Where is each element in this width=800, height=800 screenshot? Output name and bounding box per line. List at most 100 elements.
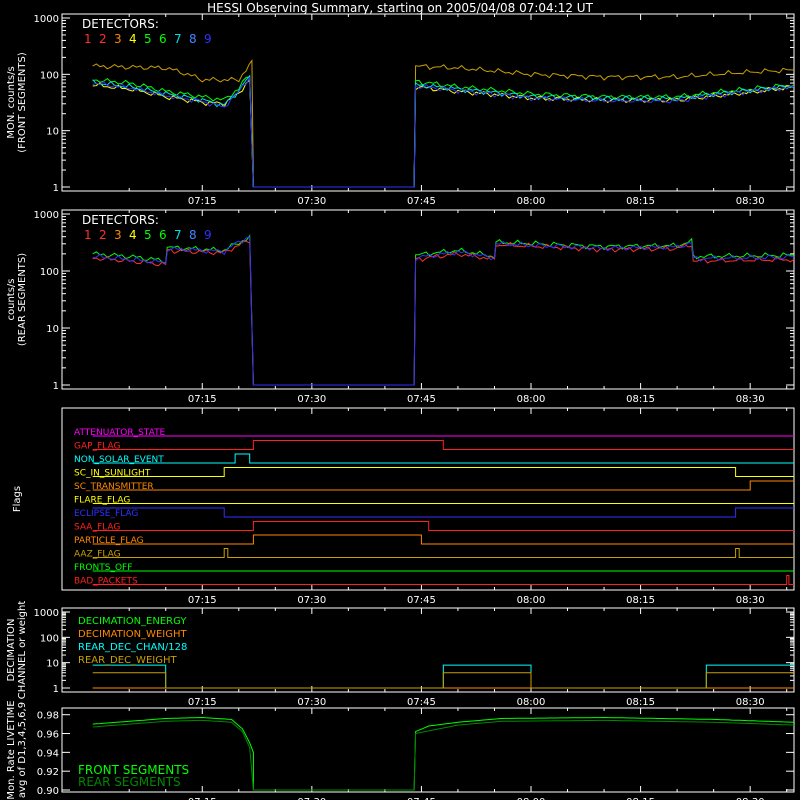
x-tick-label: 08:15: [626, 595, 655, 606]
y-axis-label-2: (FRONT SEGMENTS): [17, 52, 28, 153]
flag-label: BAD_PACKETS: [74, 577, 138, 587]
y-axis-label: Flags: [12, 486, 23, 512]
y-tick-label: 10: [46, 324, 59, 335]
y-axis-label-2: (REAR SEGMENTS): [17, 253, 28, 346]
series-line: [92, 672, 794, 689]
legend-item: REAR_DEC_CHAN/128: [78, 642, 187, 653]
y-tick-label: 10: [46, 127, 59, 138]
flag-label: SAA_FLAG: [74, 523, 120, 533]
legend-title: DETECTORS:: [82, 17, 159, 31]
flag-label: ATTENUATOR_STATE: [74, 428, 166, 438]
x-tick-label: 08:00: [517, 196, 546, 207]
flag-line: [92, 440, 794, 450]
flag-line: [92, 534, 794, 545]
x-tick-label: 07:45: [407, 697, 436, 708]
x-tick-label: 07:45: [407, 196, 436, 207]
legend-item: 9: [204, 32, 212, 46]
series-line: [92, 716, 795, 791]
legend-item: 8: [189, 228, 197, 242]
legend-item: 5: [144, 228, 152, 242]
x-tick-label: 07:15: [188, 797, 217, 800]
flag-line: [92, 467, 794, 477]
y-tick-label: 100: [40, 267, 59, 278]
flag-label: FRONTS_OFF: [74, 563, 132, 573]
legend-item: 8: [189, 32, 197, 46]
series-line: [92, 76, 795, 188]
flag-label: FLARE_FLAG: [74, 496, 130, 506]
legend-item: 9: [204, 228, 212, 242]
x-tick-label: 07:45: [407, 797, 436, 800]
x-tick-label: 08:00: [517, 595, 546, 606]
x-tick-label: 07:30: [297, 697, 326, 708]
plot-frame: [61, 209, 795, 390]
flag-line: [92, 453, 794, 464]
y-tick-label: 10: [46, 659, 59, 670]
flag-line: [92, 575, 794, 585]
flag-label: ECLIPSE_FLAG: [74, 509, 138, 519]
x-tick-label: 08:00: [517, 797, 546, 800]
y-axis-label: counts/s: [6, 278, 17, 320]
y-axis-label: MON. counts/s: [6, 66, 17, 138]
plot-frame: [61, 407, 795, 591]
series-line: [92, 74, 795, 188]
x-tick-label: 07:30: [297, 394, 326, 405]
x-tick-label: 08:15: [626, 697, 655, 708]
legend-item: 6: [159, 32, 167, 46]
legend-item: 5: [144, 32, 152, 46]
y-tick-label: 1000: [34, 14, 59, 25]
x-tick-label: 08:30: [736, 797, 765, 800]
x-tick-label: 07:15: [188, 595, 217, 606]
x-tick-label: 08:30: [736, 697, 765, 708]
y-tick-label: 1: [53, 183, 59, 194]
legend-item: REAR_DEC_WEIGHT: [78, 655, 177, 666]
flag-label: SC_IN_SUNLIGHT: [74, 469, 151, 479]
legend-item: 4: [129, 32, 137, 46]
x-tick-label: 08:30: [736, 196, 765, 207]
y-tick-label: 0.98: [37, 711, 59, 722]
y-axis-label-2: avg of D1,3,4,5,6,9: [17, 702, 28, 798]
legend-item: 1: [84, 228, 92, 242]
plot-frame: [61, 707, 795, 793]
x-tick-label: 08:00: [517, 394, 546, 405]
chart-title: HESSI Observing Summary, starting on 200…: [207, 1, 593, 15]
series-line: [92, 719, 795, 791]
y-tick-label: 0.90: [37, 786, 59, 797]
series-line: [92, 58, 794, 188]
y-tick-label: 0.94: [37, 748, 59, 759]
x-tick-label: 07:45: [407, 595, 436, 606]
x-tick-label: 08:30: [736, 595, 765, 606]
y-axis-label: Mon. Rate LIVETIME: [6, 700, 17, 799]
flag-label: SC_TRANSMITTER: [74, 482, 154, 492]
x-tick-label: 07:45: [407, 394, 436, 405]
y-axis-label-2: CHANNEL or weight: [17, 601, 28, 700]
legend-item: 2: [99, 32, 107, 46]
series-line: [92, 234, 795, 386]
legend-item: 4: [129, 228, 137, 242]
y-tick-label: 100: [40, 70, 59, 81]
x-tick-label: 08:15: [626, 394, 655, 405]
y-tick-label: 0.92: [37, 767, 59, 778]
flag-line: [92, 507, 794, 518]
plot-frame: [61, 607, 795, 693]
x-tick-label: 07:30: [297, 595, 326, 606]
flag-label: NON_SOLAR_EVENT: [74, 455, 164, 465]
legend-item: 6: [159, 228, 167, 242]
legend-item: 3: [114, 32, 122, 46]
legend-item: DECIMATION_WEIGHT: [78, 629, 187, 640]
flag-line: [92, 480, 794, 491]
x-tick-label: 07:15: [188, 697, 217, 708]
x-tick-label: 08:15: [626, 797, 655, 800]
series-line: [92, 240, 795, 386]
x-tick-label: 08:00: [517, 697, 546, 708]
legend-item: 7: [174, 228, 182, 242]
x-tick-label: 07:15: [188, 394, 217, 405]
series-line: [92, 236, 795, 386]
plot-frame: [61, 13, 795, 192]
legend-item: 1: [84, 32, 92, 46]
legend-item: 3: [114, 228, 122, 242]
y-axis-label: DECIMATION: [6, 618, 17, 681]
legend-item: FRONT SEGMENTS: [78, 763, 189, 777]
flag-label: GAP_FLAG: [74, 442, 120, 452]
y-tick-label: 0.96: [37, 730, 59, 741]
